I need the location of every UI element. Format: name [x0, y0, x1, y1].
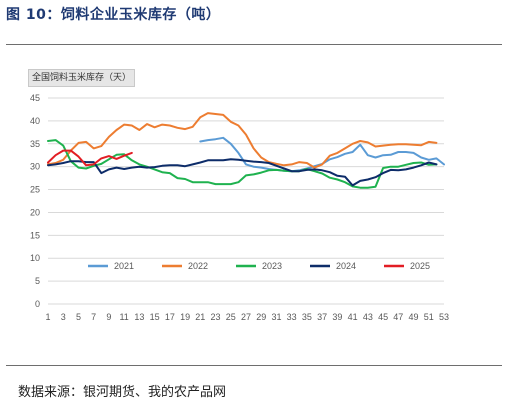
x-tick-label: 39: [332, 312, 342, 322]
y-tick-label: 40: [30, 116, 40, 126]
x-tick-label: 7: [91, 312, 96, 322]
x-tick-label: 33: [287, 312, 297, 322]
series-line-2025: [47, 149, 133, 167]
x-tick-label: 3: [61, 312, 66, 322]
x-tick-label: 47: [393, 312, 403, 322]
legend: 2021 2022 2023 2024 2025: [88, 261, 430, 271]
y-tick-label: 35: [30, 139, 40, 149]
x-tick-label: 37: [317, 312, 327, 322]
x-tick-label: 41: [348, 312, 358, 322]
x-tick-label: 29: [256, 312, 266, 322]
x-tick-label: 17: [165, 312, 175, 322]
chart-title: 全国饲料玉米库存（天）: [28, 69, 136, 87]
figure-title: 图 10：饲料企业玉米库存（吨）: [6, 7, 221, 23]
x-tick-label: 43: [363, 312, 373, 322]
x-tick-label: 9: [106, 312, 111, 322]
x-tick-label: 13: [134, 312, 144, 322]
source-note: 数据来源：银河期货、我的农产品网: [18, 385, 227, 400]
y-tick-label: 30: [30, 162, 40, 172]
x-tick-label: 31: [271, 312, 281, 322]
x-tick-label: 51: [424, 312, 434, 322]
x-tick-label: 23: [211, 312, 221, 322]
x-tick-label: 53: [439, 312, 449, 322]
y-tick-label: 20: [30, 207, 40, 217]
series-lines: [47, 112, 445, 189]
series-line-2024: [47, 158, 438, 187]
series-line-2023: [47, 139, 438, 189]
series-line-2022: [47, 112, 438, 169]
chart-area: 0 5 10 15 20 25 30 35 40 45 1 3 5 7 9 11 13 15 17 19 21 23 25 2…: [14, 57, 464, 327]
y-tick-label: 15: [30, 230, 40, 240]
grid: [48, 97, 444, 305]
y-tick-label: 25: [30, 185, 40, 195]
legend-label-2025: 2025: [410, 261, 430, 271]
x-tick-label: 25: [226, 312, 236, 322]
x-tick-label: 19: [180, 312, 190, 322]
x-tick-label: 45: [378, 312, 388, 322]
x-tick-label: 49: [409, 312, 419, 322]
x-tick-label: 21: [195, 312, 205, 322]
top-divider: [6, 44, 502, 45]
x-tick-label: 15: [150, 312, 160, 322]
x-tick-label: 27: [241, 312, 251, 322]
x-tick-label: 11: [119, 312, 128, 322]
y-tick-label: 5: [35, 276, 40, 286]
legend-label-2023: 2023: [262, 261, 282, 271]
y-tick-label: 10: [30, 253, 40, 263]
legend-label-2024: 2024: [336, 261, 356, 271]
legend-label-2022: 2022: [188, 261, 208, 271]
x-tick-label: 35: [302, 312, 312, 322]
x-tick-label: 5: [76, 312, 81, 322]
bottom-divider: [6, 365, 502, 366]
legend-label-2021: 2021: [114, 261, 134, 271]
y-tick-label: 0: [35, 299, 40, 309]
x-tick-label: 1: [45, 312, 50, 322]
y-tick-label: 45: [30, 93, 40, 103]
